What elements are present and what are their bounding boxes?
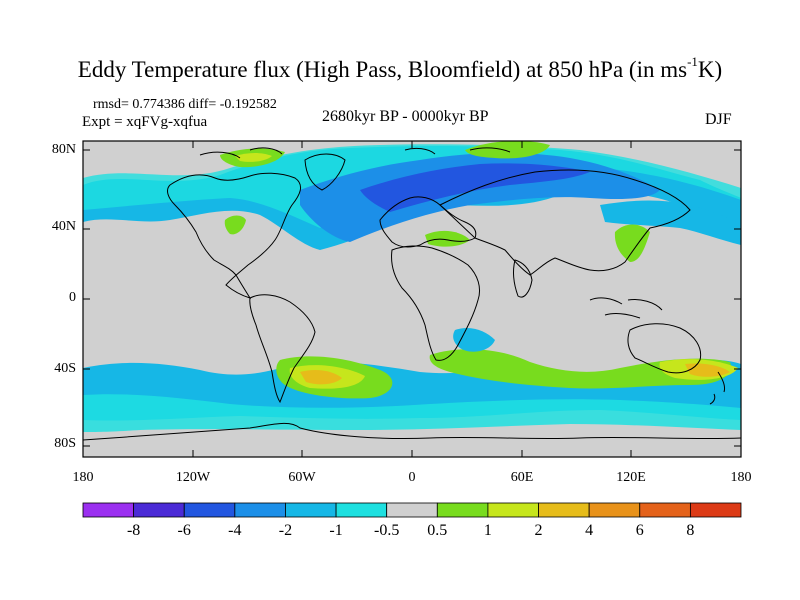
colorbar-swatch [487, 502, 539, 518]
coast-arctic-islands [199, 147, 511, 159]
map-panel [82, 140, 742, 458]
coast-australia [627, 323, 702, 374]
lat-label-80s: 80S [54, 436, 76, 451]
colorbar-label: 1 [483, 522, 492, 539]
stats-line: rmsd= 0.774386 diff= -0.192582 [93, 97, 277, 112]
contour-pacific [600, 200, 741, 245]
contour-na-green [224, 215, 246, 235]
colorbar [82, 502, 742, 518]
lat-label-40n: 40N [51, 219, 76, 234]
season-label: DJF [705, 111, 732, 128]
colorbar-swatch [183, 502, 236, 518]
coast-indonesia [589, 297, 663, 319]
colorbar-swatch [234, 502, 286, 518]
lat-label-40s: 40S [54, 361, 76, 376]
colorbar-swatch [285, 502, 337, 518]
colorbar-label: -4 [228, 522, 242, 539]
contour-westpac-green [614, 224, 650, 262]
contour-sh-orange [300, 370, 342, 385]
coast-new-zealand [709, 371, 725, 405]
colorbar-label: -8 [126, 522, 141, 539]
colorbar-label: -2 [278, 522, 293, 539]
contour-arctic-yellow [235, 153, 272, 162]
lon-label-120w: 120W [175, 470, 211, 485]
colorbar-swatch [639, 502, 691, 518]
axis-ticks [83, 141, 741, 457]
colorbar-label: -1 [329, 522, 343, 539]
contour-siberia-green [465, 141, 550, 159]
coast-north-america [167, 172, 302, 299]
lon-label-60e: 60E [510, 470, 534, 485]
coast-asia [439, 169, 691, 276]
figure-title: Eddy Temperature flux (High Pass, Bloomf… [77, 54, 723, 82]
colorbar-label: 8 [686, 522, 695, 539]
colorbar-swatch [436, 502, 489, 518]
colorbar-label: 6 [635, 522, 644, 539]
colorbar-label: 2 [534, 522, 543, 539]
colorbar-label: 0.5 [427, 522, 448, 539]
lon-label-180e: 180 [730, 470, 752, 485]
lat-label-0: 0 [69, 290, 76, 305]
colorbar-label: -0.5 [374, 522, 400, 539]
contour-sio-green [429, 349, 731, 389]
colorbar-swatch [386, 502, 438, 518]
contour-med-green [425, 230, 470, 247]
colorbar-swatch [335, 502, 388, 518]
contour-nh-darkblue [360, 163, 590, 212]
coast-india [513, 259, 533, 298]
colorbar-swatch [538, 502, 590, 518]
coast-africa [391, 245, 481, 361]
colorbar-swatch [133, 502, 185, 518]
colorbar-swatch [689, 502, 742, 518]
colorbar-swatch [82, 502, 135, 518]
coast-south-america [249, 294, 316, 404]
colorbar-label: -6 [177, 522, 191, 539]
lat-label-80n: 80N [51, 142, 76, 157]
lon-label-180w: 180 [72, 470, 94, 485]
coast-greenland [304, 153, 346, 191]
period-label: 2680kyr BP - 0000kyr BP [322, 108, 489, 125]
colorbar-swatch [588, 502, 641, 518]
lon-label-0: 0 [408, 470, 416, 485]
coast-antarctica [83, 422, 741, 441]
colorbar-label: 4 [585, 522, 594, 539]
lon-label-120e: 120E [616, 470, 646, 485]
lon-label-60w: 60W [288, 470, 316, 485]
experiment-line: Expt = xqFVg-xqfua [82, 114, 208, 130]
coastlines [83, 147, 741, 441]
contour-sh-lightcyan [83, 394, 741, 432]
